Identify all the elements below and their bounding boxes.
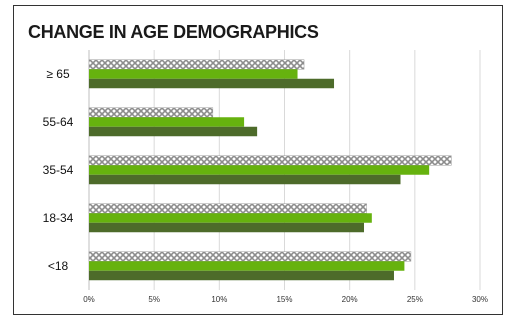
- bars: [88, 59, 452, 281]
- bar: [88, 251, 412, 262]
- category-label: 35-54: [43, 163, 74, 177]
- bar: [88, 59, 305, 70]
- category-label: 18-34: [43, 211, 74, 225]
- category-label: ≥ 65: [46, 67, 70, 81]
- bar: [89, 69, 298, 79]
- category-label: <18: [48, 259, 69, 273]
- bar: [89, 126, 258, 137]
- bar: [89, 222, 365, 233]
- x-tick-label: 15%: [276, 295, 292, 304]
- bar: [89, 78, 335, 89]
- bar: [88, 107, 214, 118]
- x-tick-label: 10%: [211, 295, 227, 304]
- x-tick-label: 5%: [148, 295, 160, 304]
- bar: [88, 155, 452, 166]
- chart-title: CHANGE IN AGE DEMOGRAPHICS: [28, 22, 319, 42]
- bar: [89, 117, 245, 127]
- bar: [89, 261, 405, 271]
- bar: [89, 174, 401, 185]
- bar: [89, 270, 394, 281]
- bar: [89, 165, 430, 175]
- labels: 0% 5% 10% 15% 20% 25% 30% ≥ 65 55-64 35-54 18-34 <1…: [43, 67, 488, 304]
- x-tick-label: 20%: [342, 295, 358, 304]
- category-label: 55-64: [43, 115, 74, 129]
- x-tick-label: 0%: [83, 295, 95, 304]
- x-tick-label: 25%: [407, 295, 423, 304]
- x-tick-label: 30%: [472, 295, 488, 304]
- bar: [89, 213, 372, 223]
- bar: [88, 203, 367, 214]
